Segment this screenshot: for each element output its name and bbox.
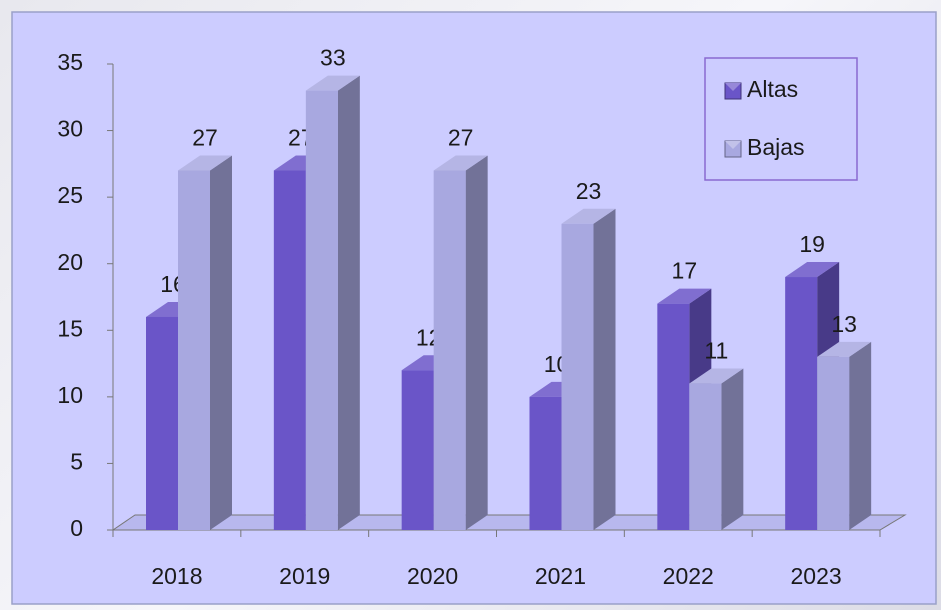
y-tick-label: 30 xyxy=(57,116,83,142)
bar xyxy=(561,208,616,530)
bar-top xyxy=(785,262,840,278)
bar xyxy=(305,75,360,530)
bar xyxy=(178,155,232,530)
y-tick-label: 5 xyxy=(70,449,83,475)
bar-top xyxy=(178,155,232,171)
bar-top xyxy=(561,208,616,224)
bar-top xyxy=(817,341,872,357)
bar-front xyxy=(273,170,306,530)
bar-front xyxy=(817,356,850,530)
bar-front xyxy=(561,223,594,530)
bar-front xyxy=(305,90,338,530)
value-label: 11 xyxy=(704,338,728,364)
x-tick-label: 2020 xyxy=(407,563,458,589)
bar-top xyxy=(657,288,712,304)
bar-side xyxy=(849,341,872,530)
bar xyxy=(433,155,488,530)
bar-top xyxy=(305,75,360,91)
value-label: 33 xyxy=(320,45,346,71)
bar-side xyxy=(593,208,616,530)
bar-side xyxy=(210,155,232,530)
y-tick-label: 0 xyxy=(70,515,83,541)
x-tick-label: 2023 xyxy=(790,563,841,589)
bar-top xyxy=(433,155,488,171)
bar xyxy=(817,341,872,530)
bar-side xyxy=(721,368,744,530)
value-label: 27 xyxy=(192,125,218,151)
bar-front xyxy=(529,396,562,530)
x-tick-label: 2022 xyxy=(663,563,714,589)
bar-side xyxy=(337,75,360,530)
value-label: 27 xyxy=(448,125,474,151)
bar-front xyxy=(785,277,818,530)
bar-front xyxy=(657,303,690,530)
legend-label: Bajas xyxy=(747,134,805,160)
value-label: 23 xyxy=(576,178,602,204)
x-tick-label: 2021 xyxy=(535,563,586,589)
x-tick-label: 2018 xyxy=(151,563,202,589)
bar xyxy=(689,368,744,530)
legend xyxy=(704,57,858,181)
y-tick-label: 25 xyxy=(57,182,83,208)
bar-front xyxy=(689,383,722,530)
legend-swatch-shine xyxy=(725,83,741,91)
value-label: 13 xyxy=(831,311,857,337)
y-tick-label: 10 xyxy=(57,382,83,408)
y-tick-label: 15 xyxy=(57,315,83,341)
bar-front xyxy=(401,370,434,530)
legend-swatch-shine xyxy=(725,141,741,149)
bar-front xyxy=(178,170,210,530)
bar-front xyxy=(433,170,466,530)
bar-side xyxy=(465,155,488,530)
y-tick-label: 20 xyxy=(57,249,83,275)
x-tick-label: 2019 xyxy=(279,563,330,589)
y-tick-label: 35 xyxy=(57,49,83,75)
value-label: 17 xyxy=(672,258,698,284)
legend-label: Altas xyxy=(747,76,798,102)
bar-front xyxy=(146,316,178,530)
value-label: 19 xyxy=(799,231,825,257)
bar-top xyxy=(689,368,744,384)
